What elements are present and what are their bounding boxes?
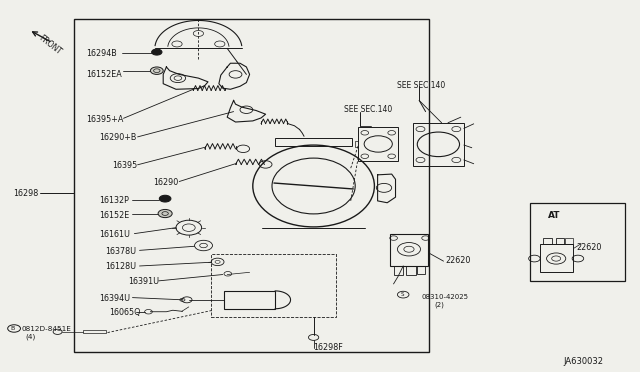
Text: 16294B: 16294B [86,49,117,58]
Text: S: S [400,292,404,297]
Bar [530,203,625,281]
Bar [556,238,564,244]
Bar [211,254,336,317]
Circle shape [150,67,163,74]
Text: SEE SEC.140: SEE SEC.140 [344,105,392,114]
Bar [540,244,573,272]
Text: 16128U: 16128U [106,262,137,271]
Text: 16391U: 16391U [128,277,159,286]
Bar [394,266,403,275]
Text: 16298F: 16298F [314,343,343,352]
Circle shape [158,209,172,218]
Text: 08310-42025: 08310-42025 [421,294,468,300]
Text: 22620: 22620 [445,256,471,265]
Text: 16395+A: 16395+A [86,115,124,124]
Bar [413,123,464,166]
Text: JA630032: JA630032 [563,357,604,366]
Bar [358,127,398,161]
Bar [565,238,573,244]
Text: 16152E: 16152E [99,211,129,220]
Text: 16378U: 16378U [106,247,137,256]
Bar [74,19,429,352]
Text: 16065Q: 16065Q [109,308,140,317]
Text: AT: AT [548,211,561,220]
Text: 16132P: 16132P [99,196,129,205]
Circle shape [152,49,162,55]
Text: 16395: 16395 [112,161,137,170]
Text: 0812D-8451E: 0812D-8451E [22,326,72,332]
Bar [224,291,275,309]
Bar [390,234,428,266]
Text: FRONT: FRONT [37,34,63,57]
Text: 16298: 16298 [13,189,38,198]
Text: 16290+B: 16290+B [99,133,136,142]
Bar [406,266,416,275]
Bar [275,138,352,146]
Bar [417,266,425,274]
Text: 16290: 16290 [154,178,179,187]
Bar [543,238,552,244]
Circle shape [159,195,171,202]
Text: (2): (2) [434,302,444,308]
Text: SEE SEC.140: SEE SEC.140 [397,81,445,90]
Text: 16161U: 16161U [99,230,130,239]
Text: B: B [11,326,15,331]
Text: 16152EA: 16152EA [86,70,122,79]
Text: 16394U: 16394U [99,294,131,303]
Text: (4): (4) [26,334,36,340]
Bar [83,330,106,333]
Text: 22620: 22620 [576,243,602,252]
